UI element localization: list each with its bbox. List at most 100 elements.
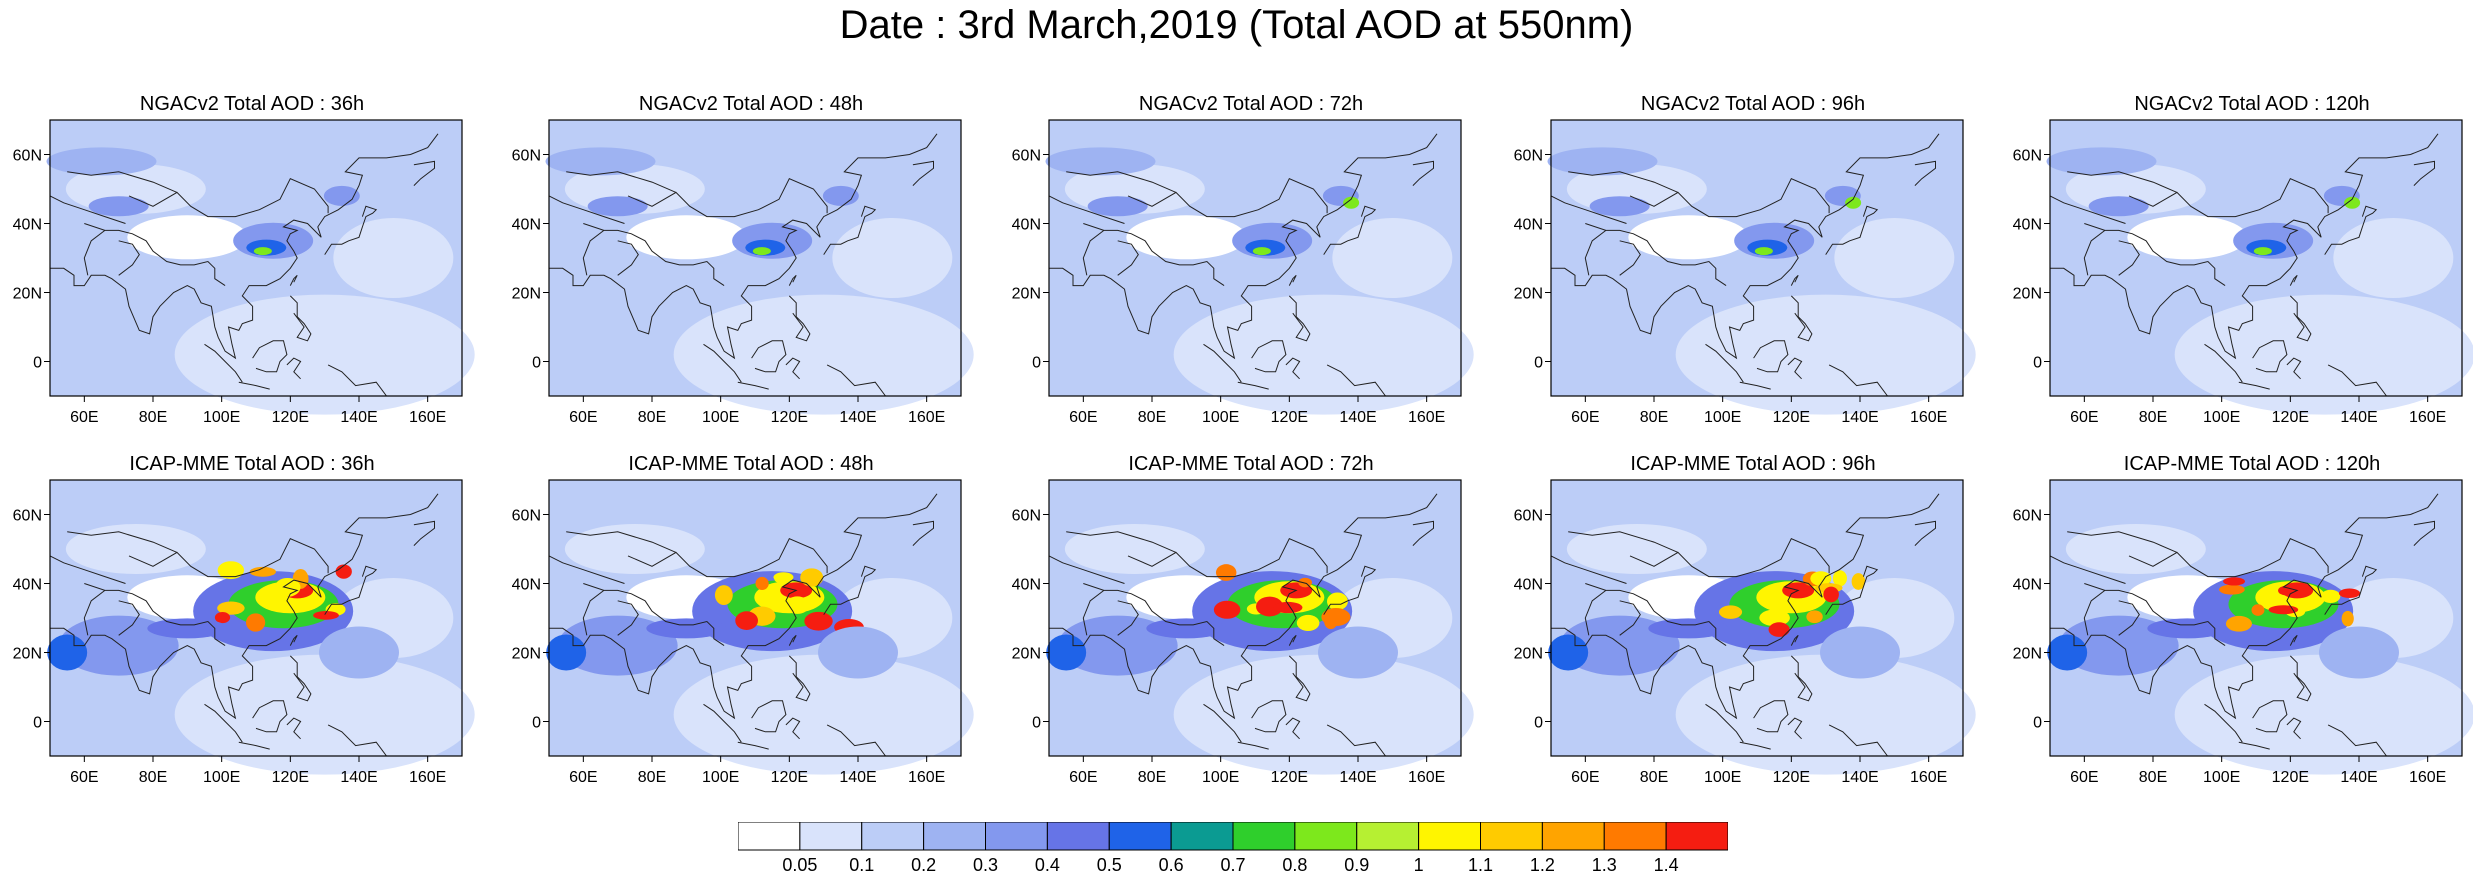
x-tick-label: 160E bbox=[1910, 769, 1947, 786]
colorbar-box bbox=[738, 822, 801, 851]
coastline bbox=[50, 133, 439, 360]
aod-plume bbox=[546, 634, 587, 671]
coastline bbox=[703, 343, 742, 383]
aod-plume bbox=[1332, 218, 1453, 298]
colorbar-box bbox=[1294, 822, 1358, 851]
coastline bbox=[1753, 700, 1789, 733]
coastline bbox=[2289, 295, 2312, 342]
coastline bbox=[751, 700, 787, 733]
coastline bbox=[289, 295, 312, 342]
coastline bbox=[289, 634, 298, 646]
coastline bbox=[1049, 493, 1438, 720]
colorbar-box bbox=[923, 822, 986, 851]
y-tick-label: 60N bbox=[2013, 508, 2042, 525]
aod-plume bbox=[2344, 196, 2361, 209]
y-tick-label: 40N bbox=[1012, 217, 1041, 234]
coastline bbox=[1127, 178, 1328, 218]
colorbar-box bbox=[1665, 822, 1728, 851]
aod-plume bbox=[818, 626, 898, 679]
x-tick-label: 60E bbox=[1571, 769, 1599, 786]
panel-title: ICAP-MME Total AOD : 96h bbox=[1630, 453, 1876, 475]
aod-plume bbox=[1318, 626, 1398, 679]
coastline bbox=[617, 600, 639, 636]
x-tick-label: 140E bbox=[1841, 769, 1878, 786]
colorbar-label: 0.9 bbox=[1344, 855, 1370, 875]
aod-map: 60E 80E 100E 120E 140E 160E 0 20N 40N 60N bbox=[13, 119, 475, 426]
coastline bbox=[2327, 364, 2387, 397]
coastline bbox=[785, 357, 801, 380]
x-tick-label: 120E bbox=[771, 769, 808, 786]
coastline bbox=[566, 531, 677, 553]
coastline bbox=[1048, 555, 1125, 584]
x-tick-label: 140E bbox=[2340, 769, 2377, 786]
colorbar-label: 0.1 bbox=[849, 855, 875, 875]
aod-plume bbox=[1252, 247, 1271, 256]
aod-plume bbox=[773, 572, 794, 583]
coastline bbox=[128, 538, 329, 578]
aod-plume bbox=[1256, 596, 1284, 617]
aod-plume bbox=[1834, 218, 1955, 298]
x-tick-label: 100E bbox=[702, 409, 739, 426]
x-tick-label: 140E bbox=[2340, 409, 2377, 426]
coastline bbox=[324, 205, 378, 255]
x-tick-label: 140E bbox=[340, 409, 377, 426]
x-tick-label: 60E bbox=[1069, 769, 1097, 786]
colorbar bbox=[738, 822, 1728, 851]
coastline bbox=[289, 655, 312, 702]
coastline bbox=[118, 600, 140, 636]
y-tick-label: 20N bbox=[13, 286, 42, 303]
x-tick-label: 80E bbox=[139, 409, 167, 426]
map-frame bbox=[1048, 119, 1462, 397]
coastline bbox=[252, 340, 288, 373]
x-tick-label: 80E bbox=[1640, 409, 1668, 426]
aod-plume bbox=[335, 564, 352, 579]
aod-plume bbox=[2333, 218, 2454, 298]
y-tick-label: 0 bbox=[1534, 715, 1543, 732]
aod-plume bbox=[1326, 592, 1348, 611]
coastline bbox=[1568, 531, 1679, 553]
coastline bbox=[912, 160, 934, 186]
coastline bbox=[286, 357, 302, 380]
coastline bbox=[1083, 223, 1225, 287]
y-tick-label: 20N bbox=[13, 646, 42, 663]
coastline bbox=[1790, 655, 1813, 702]
coastline bbox=[286, 717, 302, 740]
x-tick-label: 60E bbox=[569, 409, 597, 426]
coastline bbox=[2084, 223, 2226, 287]
aod-plume bbox=[752, 247, 771, 256]
coastline bbox=[1083, 583, 1225, 647]
x-tick-label: 100E bbox=[1202, 409, 1239, 426]
aod-plume bbox=[1213, 600, 1241, 619]
coastline bbox=[1049, 133, 1438, 360]
coastline bbox=[2238, 741, 2270, 750]
colorbar-box bbox=[1356, 822, 1420, 851]
y-tick-label: 20N bbox=[512, 286, 541, 303]
x-tick-label: 120E bbox=[1271, 769, 1308, 786]
coastline bbox=[252, 700, 288, 733]
aod-plume bbox=[1046, 634, 1087, 671]
coastline bbox=[703, 703, 742, 743]
coastline bbox=[204, 703, 243, 743]
aod-plume bbox=[319, 626, 399, 679]
y-tick-label: 0 bbox=[1534, 355, 1543, 372]
coastline bbox=[2049, 555, 2126, 584]
map-frame bbox=[1550, 479, 1964, 757]
x-tick-label: 80E bbox=[139, 769, 167, 786]
main-title: Date : 3rd March,2019 (Total AOD at 550n… bbox=[839, 3, 1634, 47]
colorbar-label: 1.3 bbox=[1591, 855, 1617, 875]
aod-map: 60E 80E 100E 120E 140E 160E 0 20N 40N 60N bbox=[512, 479, 974, 786]
x-tick-label: 160E bbox=[2409, 409, 2446, 426]
panel-title: ICAP-MME Total AOD : 36h bbox=[129, 453, 375, 475]
aod-map: 60E 80E 100E 120E 140E 160E 0 20N 40N 60N bbox=[13, 479, 475, 786]
coastline bbox=[2084, 583, 2226, 647]
x-tick-label: 60E bbox=[2070, 409, 2098, 426]
x-tick-label: 100E bbox=[203, 769, 240, 786]
aod-plume bbox=[714, 585, 733, 606]
aod-map: 60E 80E 100E 120E 140E 160E 0 20N 40N 60N bbox=[1514, 119, 1976, 426]
aod-map: 60E 80E 100E 120E 140E 160E 0 20N 40N 60N bbox=[512, 119, 974, 426]
x-tick-label: 140E bbox=[1841, 409, 1878, 426]
coastline bbox=[2128, 538, 2329, 578]
coastline bbox=[1237, 741, 1269, 750]
coastline bbox=[49, 555, 126, 584]
y-tick-label: 20N bbox=[1514, 646, 1543, 663]
